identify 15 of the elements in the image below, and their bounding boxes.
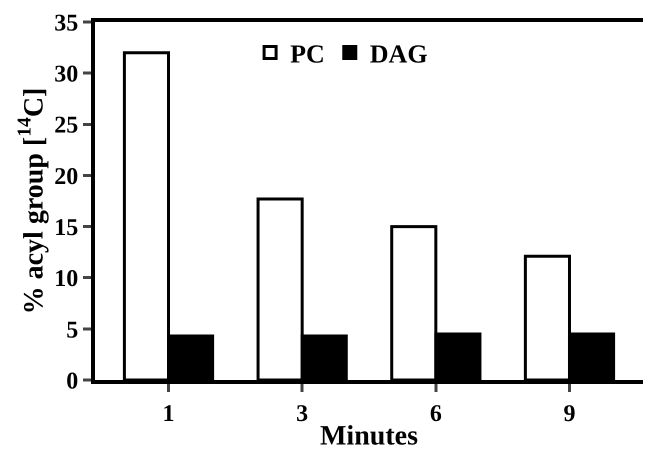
y-tick-label: 25: [54, 112, 78, 139]
x-tick-label: 3: [296, 400, 308, 427]
x-tick-label: 1: [162, 400, 175, 427]
y-tick-label: 5: [66, 317, 78, 344]
x-tick-label: 9: [563, 400, 576, 427]
x-tick-label: 6: [430, 400, 442, 427]
y-tick-label: 10: [54, 266, 78, 292]
y-tick-label: 35: [54, 10, 78, 36]
legend-label: DAG: [370, 40, 428, 69]
y-tick-label: 15: [54, 214, 78, 241]
x-axis-title: Minutes: [320, 420, 418, 452]
y-tick-label: 20: [54, 164, 78, 190]
legend-label: PC: [290, 40, 325, 69]
y-tick-label: 30: [54, 62, 78, 88]
y-tick-label: 0: [66, 368, 78, 394]
